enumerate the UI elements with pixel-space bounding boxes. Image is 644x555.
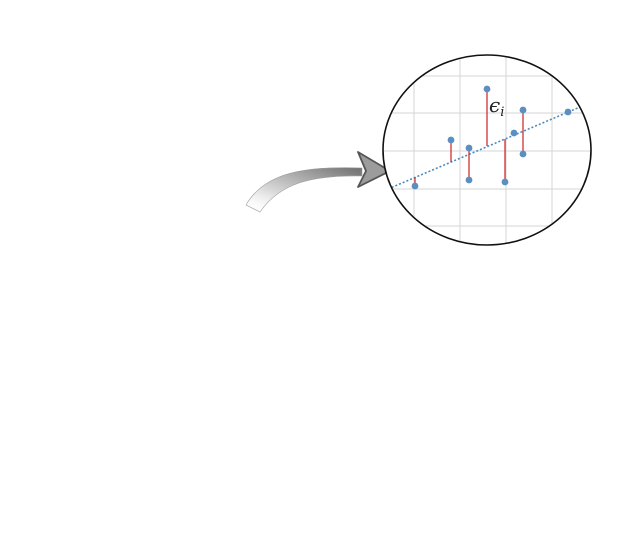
- data-point: [501, 178, 509, 186]
- data-point: [510, 129, 518, 137]
- data-point: [447, 136, 455, 144]
- lens-border: [382, 54, 592, 246]
- residual-label-symbol: ϵ: [489, 93, 500, 117]
- residual-label-subscript: i: [500, 105, 504, 120]
- data-point: [519, 150, 527, 158]
- regression-line: [387, 106, 581, 190]
- curved-arrow-icon: [245, 151, 391, 213]
- data-point: [465, 144, 473, 152]
- data-point: [465, 176, 473, 184]
- residual-label: ϵi: [489, 93, 504, 120]
- magnifier-lens: ϵi: [382, 54, 592, 246]
- data-point: [519, 106, 527, 114]
- data-point: [564, 108, 572, 116]
- data-point: [411, 182, 419, 190]
- data-point: [483, 85, 491, 93]
- data-points: [411, 85, 572, 190]
